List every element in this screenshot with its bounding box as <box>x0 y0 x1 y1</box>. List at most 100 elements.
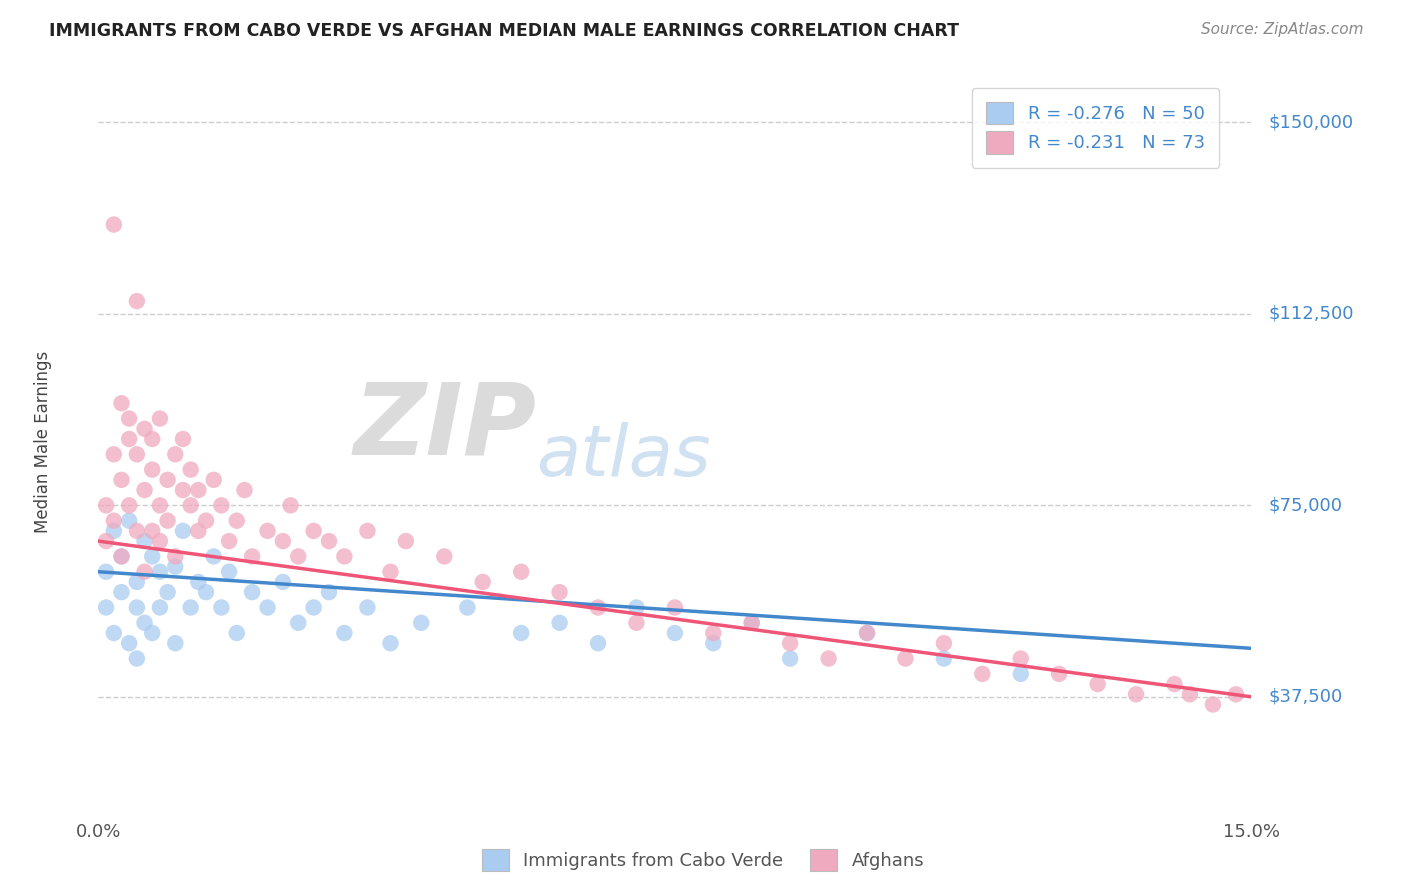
Point <box>180 499 202 513</box>
Point <box>110 585 132 599</box>
Point <box>94 600 117 615</box>
Point <box>118 514 141 528</box>
Point <box>125 651 148 665</box>
Point <box>125 294 148 309</box>
Point <box>134 534 156 549</box>
Point <box>1178 687 1201 701</box>
Text: $112,500: $112,500 <box>1268 305 1354 323</box>
Point <box>972 666 994 681</box>
Point <box>233 483 256 497</box>
Point <box>141 432 163 446</box>
Point <box>287 615 309 630</box>
Text: IMMIGRANTS FROM CABO VERDE VS AFGHAN MEDIAN MALE EARNINGS CORRELATION CHART: IMMIGRANTS FROM CABO VERDE VS AFGHAN MED… <box>49 22 959 40</box>
Point <box>141 462 163 476</box>
Point <box>1125 687 1147 701</box>
Point <box>103 514 125 528</box>
Point <box>149 499 172 513</box>
Point <box>110 396 132 410</box>
Point <box>510 626 533 640</box>
Point <box>510 565 533 579</box>
Point <box>240 585 263 599</box>
Point <box>741 615 763 630</box>
Point <box>664 600 686 615</box>
Point <box>741 615 763 630</box>
Text: Median Male Earnings: Median Male Earnings <box>34 351 52 533</box>
Point <box>626 615 648 630</box>
Point <box>118 432 141 446</box>
Point <box>856 626 879 640</box>
Point <box>225 626 247 640</box>
Point <box>548 585 571 599</box>
Point <box>225 514 247 528</box>
Point <box>702 636 724 650</box>
Point <box>256 600 278 615</box>
Point <box>110 473 132 487</box>
Point <box>456 600 478 615</box>
Point <box>287 549 309 564</box>
Point <box>932 636 955 650</box>
Point <box>141 524 163 538</box>
Point <box>103 447 125 461</box>
Point <box>779 636 801 650</box>
Point <box>333 549 356 564</box>
Point <box>817 651 839 665</box>
Point <box>141 549 163 564</box>
Point <box>779 651 801 665</box>
Point <box>356 524 378 538</box>
Point <box>118 499 141 513</box>
Point <box>195 514 218 528</box>
Point <box>134 422 156 436</box>
Point <box>856 626 879 640</box>
Point <box>125 524 148 538</box>
Point <box>209 600 232 615</box>
Point <box>1163 677 1185 691</box>
Point <box>165 559 187 574</box>
Point <box>271 534 294 549</box>
Legend: Immigrants from Cabo Verde, Afghans: Immigrants from Cabo Verde, Afghans <box>474 842 932 879</box>
Point <box>932 651 955 665</box>
Point <box>94 565 117 579</box>
Point <box>302 600 325 615</box>
Point <box>586 600 609 615</box>
Point <box>94 534 117 549</box>
Point <box>240 549 263 564</box>
Point <box>165 549 187 564</box>
Point <box>180 600 202 615</box>
Point <box>256 524 278 538</box>
Point <box>149 565 172 579</box>
Point <box>134 483 156 497</box>
Point <box>202 549 225 564</box>
Point <box>271 574 294 589</box>
Point <box>134 565 156 579</box>
Point <box>149 600 172 615</box>
Point <box>172 524 194 538</box>
Point <box>894 651 917 665</box>
Legend: R = -0.276   N = 50, R = -0.231   N = 73: R = -0.276 N = 50, R = -0.231 N = 73 <box>972 87 1219 168</box>
Point <box>1087 677 1109 691</box>
Point <box>118 411 141 425</box>
Text: $150,000: $150,000 <box>1268 113 1354 131</box>
Point <box>411 615 433 630</box>
Point <box>187 483 209 497</box>
Point <box>318 585 340 599</box>
Point <box>664 626 686 640</box>
Point <box>156 514 179 528</box>
Point <box>1010 651 1032 665</box>
Point <box>195 585 218 599</box>
Point <box>202 473 225 487</box>
Point <box>180 462 202 476</box>
Point <box>110 549 132 564</box>
Point <box>333 626 356 640</box>
Point <box>187 524 209 538</box>
Point <box>1202 698 1225 712</box>
Point <box>626 600 648 615</box>
Point <box>118 636 141 650</box>
Point <box>172 432 194 446</box>
Point <box>1047 666 1070 681</box>
Text: $75,000: $75,000 <box>1268 496 1343 515</box>
Point <box>187 574 209 589</box>
Point <box>586 636 609 650</box>
Point <box>165 636 187 650</box>
Point <box>209 499 232 513</box>
Point <box>218 534 240 549</box>
